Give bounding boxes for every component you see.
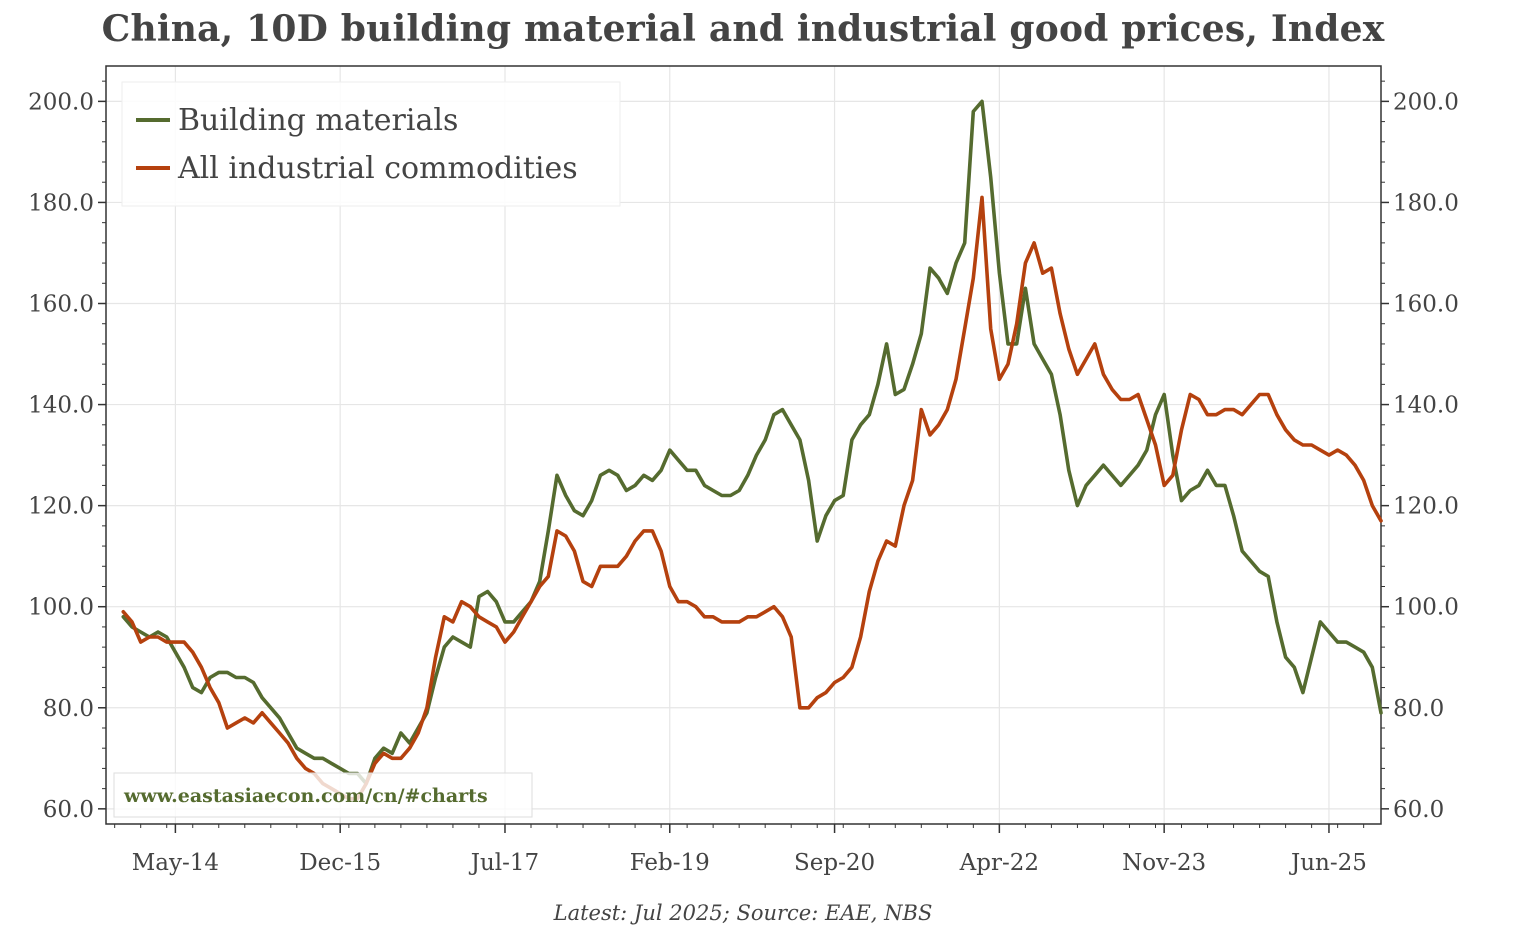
axes-layer: 60.0 60.0 80.0 80.0 100.0 100.0 120.0 120.0 140.… [28, 65, 1459, 876]
source-note: Latest: Jul 2025; Source: EAE, NBS [553, 901, 933, 925]
watermark: www.eastasiaecon.com/cn/#charts [113, 772, 533, 818]
y-tick-label-left: 180.0 [28, 190, 94, 216]
legend-box [121, 81, 621, 207]
x-tick-label: Apr-22 [959, 850, 1039, 876]
series-line-building-materials [121, 99, 1383, 786]
x-tick-label: Jun-25 [1289, 850, 1367, 876]
y-tick-label-left: 140.0 [28, 393, 94, 419]
watermark-box [113, 772, 533, 818]
y-tick-label-right: 120.0 [1393, 494, 1459, 520]
y-tick-label-left: 200.0 [28, 89, 94, 115]
y-tick-label-left: 80.0 [43, 696, 94, 722]
x-tick-label: Feb-19 [630, 850, 710, 876]
watermark-label: www.eastasiaecon.com/cn/#charts [123, 785, 488, 807]
x-tick-label: May-14 [132, 850, 219, 876]
legend-label: All industrial commodities [177, 151, 578, 186]
y-tick-label-left: 100.0 [28, 595, 94, 621]
legend-label: Building materials [178, 103, 458, 138]
y-tick-label-right: 100.0 [1393, 595, 1459, 621]
y-tick-label-right: 200.0 [1393, 89, 1459, 115]
x-tick-label: Nov-23 [1122, 850, 1206, 876]
y-tick-label-left: 120.0 [28, 494, 94, 520]
x-tick-label: Sep-20 [794, 850, 875, 876]
y-tick-label-right: 80.0 [1393, 696, 1444, 722]
y-tick-label-left: 160.0 [28, 292, 94, 318]
x-tick-label: Jul-17 [469, 850, 539, 876]
x-tick-label: Dec-15 [299, 850, 381, 876]
y-tick-label-right: 180.0 [1393, 190, 1459, 216]
legend: Building materials All industrial commodi… [121, 81, 621, 207]
y-tick-label-right: 60.0 [1393, 797, 1444, 823]
chart-title: China, 10D building material and industr… [101, 8, 1385, 50]
series-line-industrial-commodities [121, 195, 1383, 801]
y-tick-label-right: 160.0 [1393, 292, 1459, 318]
y-tick-label-right: 140.0 [1393, 393, 1459, 419]
y-tick-label-left: 60.0 [43, 797, 94, 823]
